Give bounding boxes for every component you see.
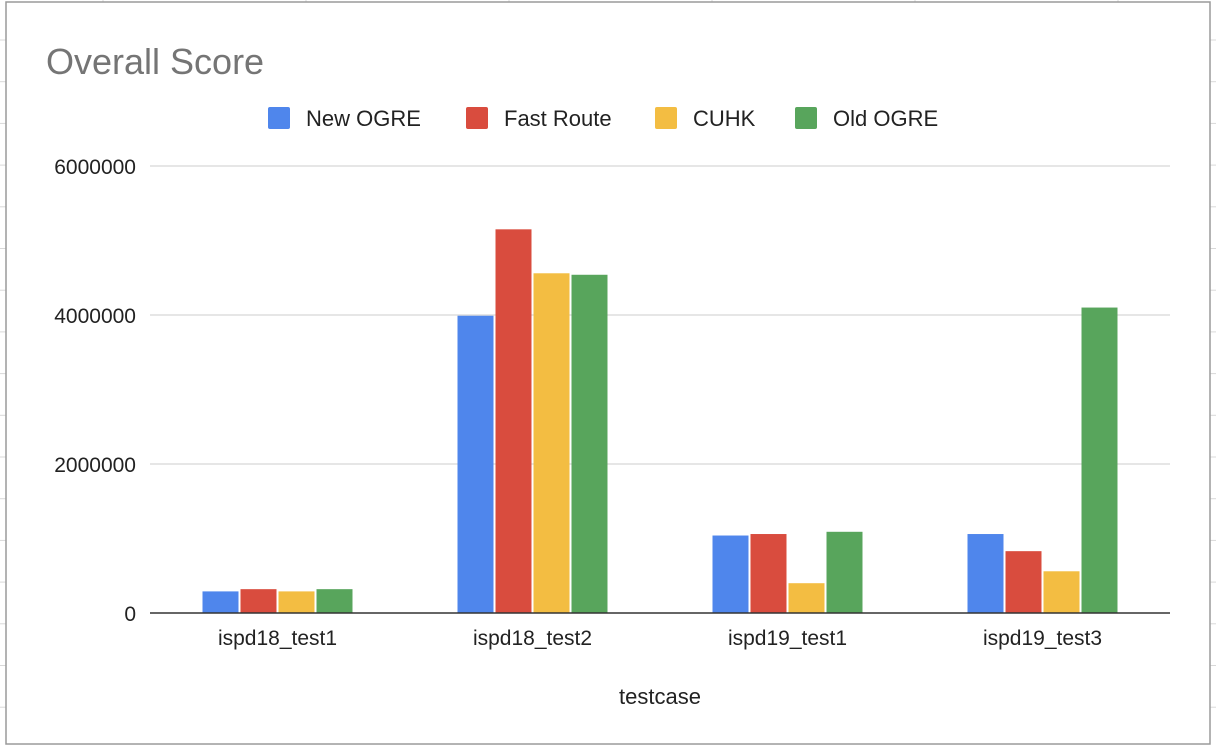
legend-label: CUHK — [693, 106, 756, 131]
bar — [1081, 307, 1118, 613]
y-tick-label: 2000000 — [54, 454, 136, 477]
bars — [202, 229, 1118, 613]
x-tick-label: ispd18_test2 — [473, 627, 592, 650]
background-grid — [0, 0, 1216, 708]
y-axis-ticks: 0 2000000 4000000 6000000 — [54, 156, 136, 626]
legend: New OGRE Fast Route CUHK Old OGRE — [268, 106, 938, 131]
bar — [967, 534, 1004, 613]
bar — [533, 273, 570, 613]
bar — [750, 534, 787, 613]
gridlines — [150, 165, 1170, 465]
bar — [457, 315, 494, 613]
bar — [571, 274, 608, 613]
bar — [1005, 551, 1042, 613]
legend-swatch — [655, 107, 677, 129]
bar — [788, 583, 825, 613]
legend-label: New OGRE — [306, 106, 421, 131]
bar — [278, 591, 315, 613]
x-tick-label: ispd19_test1 — [728, 627, 847, 650]
y-tick-label: 6000000 — [54, 156, 136, 179]
bar — [712, 535, 749, 613]
y-tick-label: 0 — [124, 603, 136, 626]
x-tick-label: ispd18_test1 — [218, 627, 337, 650]
bar — [826, 531, 863, 613]
x-tick-label: ispd19_test3 — [983, 627, 1102, 650]
x-axis-label: testcase — [619, 684, 701, 709]
bar — [1043, 571, 1080, 613]
bar — [202, 591, 239, 613]
bar — [240, 589, 277, 613]
chart-frame — [5, 1, 1211, 745]
legend-swatch — [466, 107, 488, 129]
legend-label: Old OGRE — [833, 106, 938, 131]
legend-swatch — [268, 107, 290, 129]
chart-title: Overall Score — [46, 41, 264, 82]
legend-label: Fast Route — [504, 106, 612, 131]
y-tick-label: 4000000 — [54, 305, 136, 328]
bar — [495, 229, 532, 613]
legend-swatch — [795, 107, 817, 129]
x-axis-ticks: ispd18_test1 ispd18_test2 ispd19_test1 ispd… — [218, 627, 1102, 650]
bar — [316, 589, 353, 613]
